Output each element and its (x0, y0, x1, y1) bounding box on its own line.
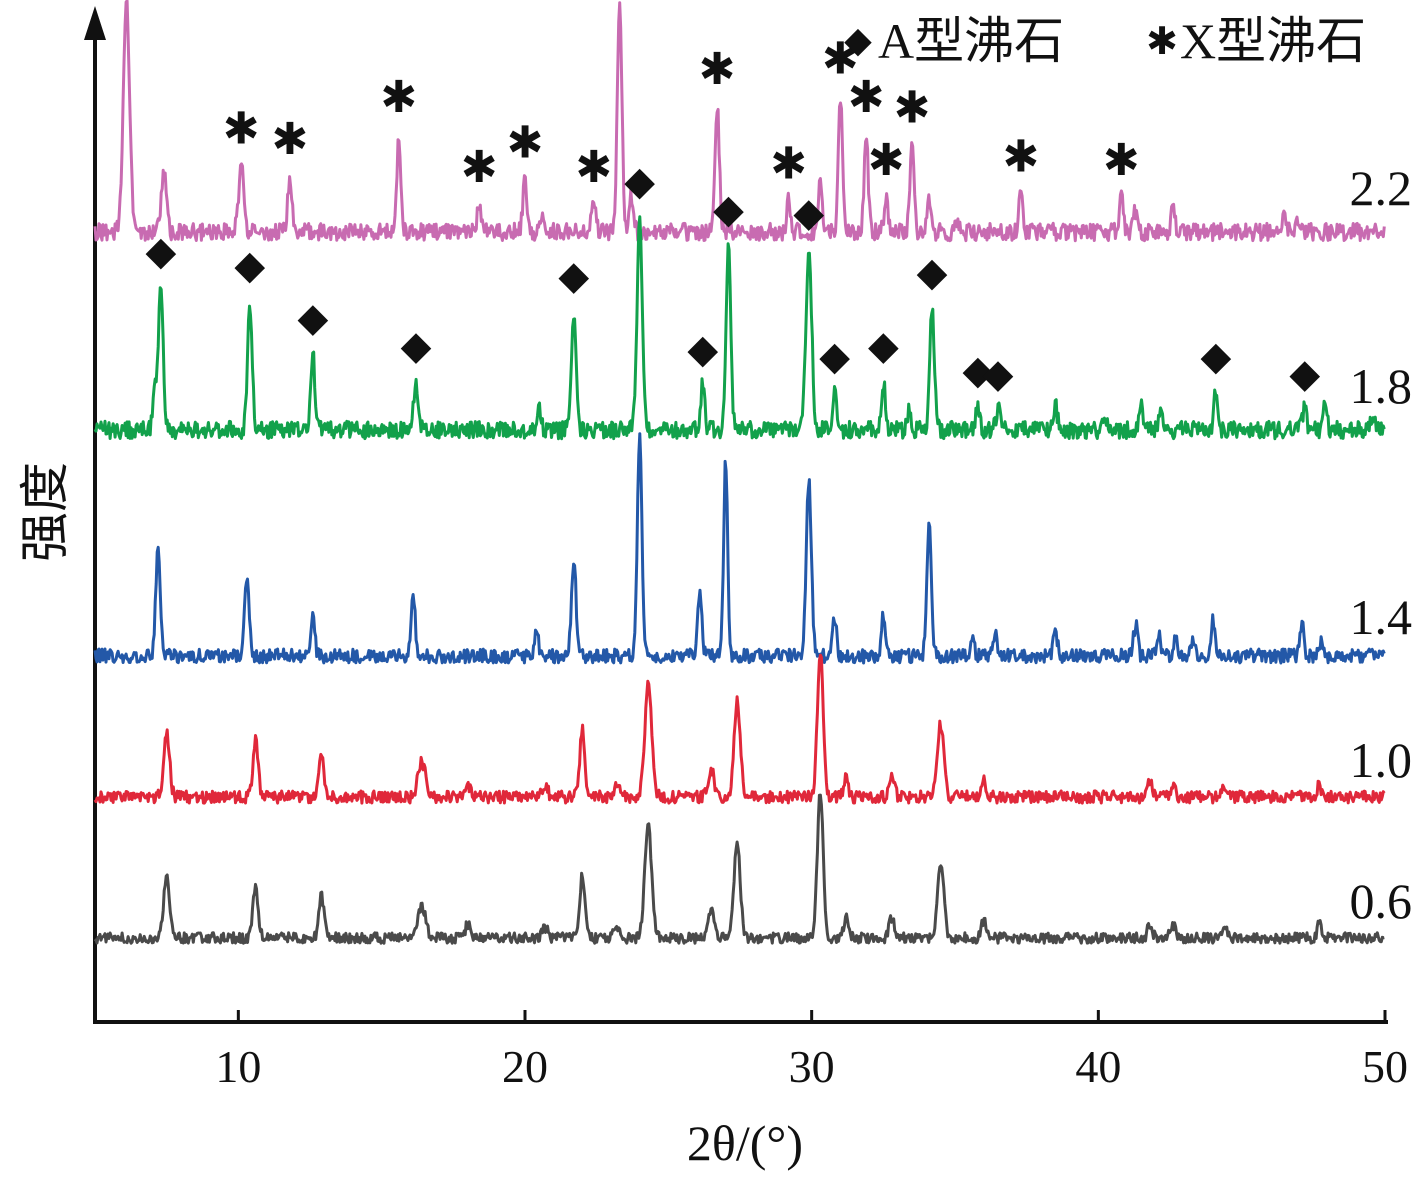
diamond-marker-icon: ◆ (793, 190, 824, 236)
asterisk-marker-icon: ✱ (848, 72, 885, 123)
asterisk-marker-icon: ✱ (894, 83, 931, 134)
series-trace-1-4 (93, 432, 1386, 665)
diamond-marker-icon: ◆ (1200, 334, 1231, 380)
diamond-marker-icon: ◆ (687, 327, 718, 373)
asterisk-marker-icon: ✱ (380, 72, 417, 123)
x-axis-label: 2θ/(°) (687, 1115, 803, 1171)
legend-diamond-icon: ◆ (844, 20, 872, 61)
asterisk-marker-icon: ✱ (868, 135, 905, 186)
axes (84, 6, 1388, 1024)
x-tick-label: 50 (1362, 1041, 1408, 1092)
diamond-marker-icon: ◆ (983, 351, 1014, 397)
x-tick-label: 30 (789, 1041, 835, 1092)
y-axis-arrow (84, 6, 106, 40)
x-tick-label: 10 (215, 1041, 261, 1092)
x-tick-label: 40 (1075, 1041, 1121, 1092)
legend: ◆ A型沸石 ✱ X型沸石 (844, 13, 1366, 69)
series-trace-1-0 (93, 653, 1386, 805)
asterisk-marker-icon: ✱ (1002, 132, 1039, 183)
diamond-marker-icon: ◆ (234, 243, 265, 289)
diamond-marker-icon: ◆ (917, 250, 948, 296)
series-label-1-4: 1.4 (1350, 589, 1413, 645)
diamond-marker-icon: ◆ (713, 187, 744, 233)
asterisk-marker-icon: ✱ (1103, 135, 1140, 186)
asterisk-marker-icon: ✱ (507, 118, 544, 169)
asterisk-marker-icon: ✱ (770, 139, 807, 190)
series-label-1-8: 1.8 (1350, 358, 1413, 414)
diamond-marker-icon: ◆ (146, 229, 177, 275)
diamond-marker-icon: ◆ (1289, 351, 1320, 397)
series-trace-0-6 (93, 793, 1385, 945)
legend-label-x-zeolite: X型沸石 (1180, 13, 1366, 69)
asterisk-marker-icon: ✱ (461, 142, 498, 193)
asterisk-marker-icon: ✱ (223, 104, 260, 155)
series-label-1-0: 1.0 (1350, 732, 1413, 788)
asterisk-marker-icon: ✱ (822, 34, 859, 85)
series-label-0-6: 0.6 (1350, 873, 1413, 929)
peak-markers: ✱✱✱✱✱✱✱✱✱✱✱✱✱✱✱✱◆◆◆◆◆◆◆◆◆◆◆◆◆◆◆◆ (146, 34, 1321, 398)
diamond-marker-icon: ◆ (297, 295, 328, 341)
diamond-marker-icon: ◆ (401, 323, 432, 369)
asterisk-marker-icon: ✱ (271, 114, 308, 165)
diamond-marker-icon: ◆ (868, 323, 899, 369)
series-label-2-2: 2.2 (1350, 160, 1413, 216)
series-trace-1-8 (93, 215, 1386, 441)
y-axis-label: 强度 (17, 462, 73, 562)
diamond-marker-icon: ◆ (963, 348, 994, 394)
asterisk-marker-icon: ✱ (575, 142, 612, 193)
x-ticks: 10 20 30 40 50 (215, 1010, 1408, 1092)
series-trace-2-2 (93, 0, 1386, 243)
legend-label-a-zeolite: A型沸石 (878, 13, 1064, 69)
series-labels: 2.2 1.8 1.4 1.0 0.6 (1350, 160, 1413, 929)
x-tick-label: 20 (502, 1041, 548, 1092)
legend-asterisk-icon: ✱ (1146, 19, 1178, 63)
asterisk-marker-icon: ✱ (699, 44, 736, 95)
diamond-marker-icon: ◆ (558, 253, 589, 299)
diamond-marker-icon: ◆ (624, 159, 655, 205)
diamond-marker-icon: ◆ (819, 334, 850, 380)
traces (93, 0, 1386, 945)
